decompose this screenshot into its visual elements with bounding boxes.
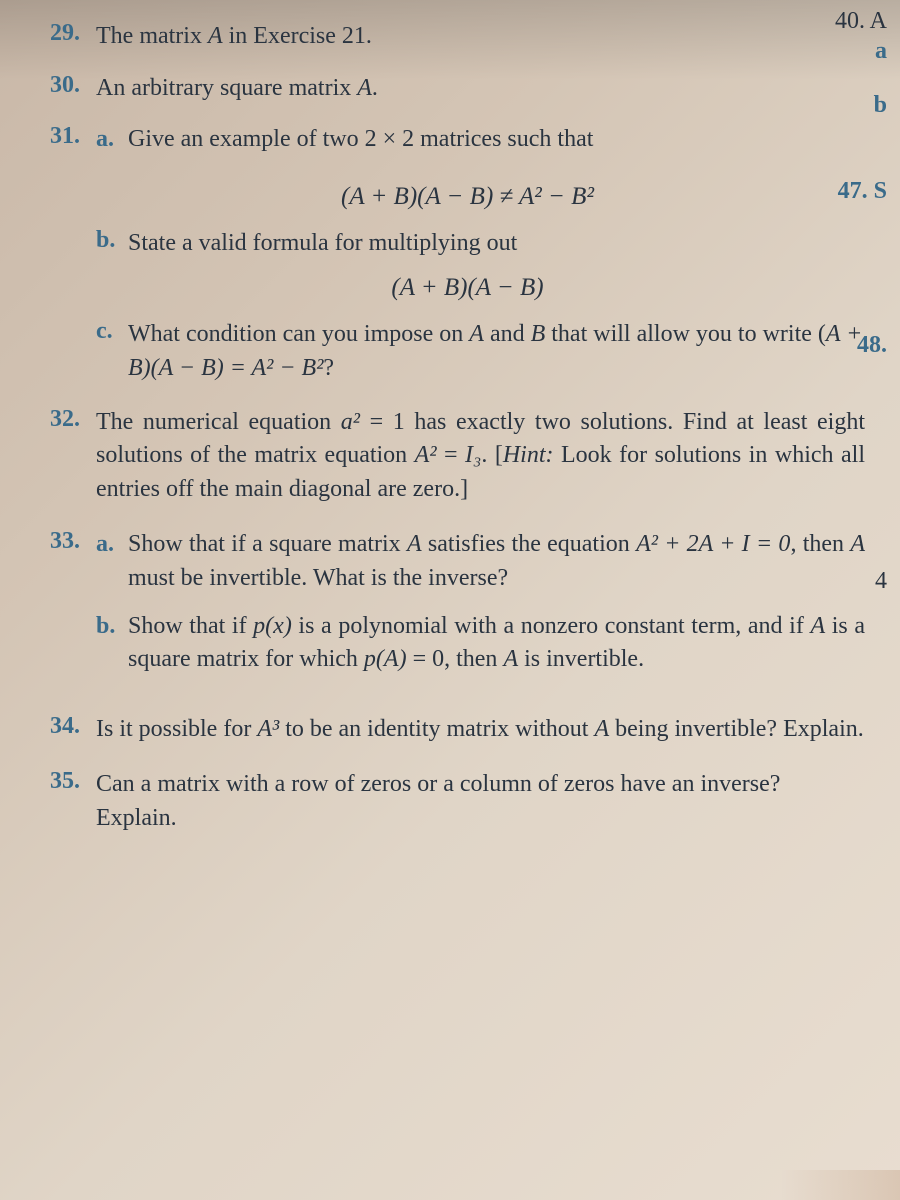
margin-40: 40. A xyxy=(835,8,887,35)
exercise-text: The matrix A in Exercise 21. xyxy=(96,20,885,54)
text: Show that if xyxy=(128,613,253,639)
text: Show that if a square matrix xyxy=(128,531,407,557)
text: to be an identity matrix without xyxy=(279,716,594,742)
page-content: 40. A a b 47. S 48. 4 29. The matrix A i… xyxy=(50,20,885,836)
text: What condition can you impose on xyxy=(128,321,469,347)
exercise-text: The numerical equation a² = 1 has exactl… xyxy=(96,406,885,507)
exercise-body: a. Show that if a square matrix A satisf… xyxy=(96,528,885,690)
matrix-A: A xyxy=(810,613,825,639)
text: . xyxy=(372,75,378,101)
exercise-29: 29. The matrix A in Exercise 21. xyxy=(50,20,885,54)
matrix-A: A xyxy=(208,23,223,49)
sub-label: b. xyxy=(96,227,128,254)
px: p(x) xyxy=(253,613,292,639)
margin-4: 4 xyxy=(875,568,887,595)
sub-label: b. xyxy=(96,610,128,644)
I3: I₃ xyxy=(465,442,481,468)
text: The numerical equation xyxy=(96,409,341,435)
matrix-A: A xyxy=(594,716,609,742)
margin-b: b xyxy=(874,92,887,119)
sub-a: a. Give an example of two 2 × 2 matrices… xyxy=(96,123,865,157)
sub-label: a. xyxy=(96,528,128,562)
text: . [ xyxy=(481,442,502,468)
text: in Exercise 21. xyxy=(223,23,372,49)
matrix-A: A xyxy=(503,646,518,672)
formula: A² + 2A + I = 0 xyxy=(636,531,790,557)
formula-31b: (A + B)(A − B) xyxy=(50,274,885,302)
text: is a polynomial with a nonzero constant … xyxy=(292,613,811,639)
exercise-31: 31. a. Give an example of two 2 × 2 matr… xyxy=(50,123,885,171)
exercise-30: 30. An arbitrary square matrix A. xyxy=(50,72,885,106)
exercise-number: 30. xyxy=(50,72,96,99)
matrix-B: B xyxy=(531,321,546,347)
matrix-A: A xyxy=(469,321,484,347)
text: being invertible? Explain. xyxy=(609,716,864,742)
exercise-text: Can a matrix with a row of zeros or a co… xyxy=(96,768,885,835)
sub-text: What condition can you impose on A and B… xyxy=(128,318,885,385)
sub-text: Show that if p(x) is a polynomial with a… xyxy=(128,610,865,677)
hint-label: Hint: xyxy=(503,442,554,468)
exercise-number: 33. xyxy=(50,528,96,555)
exercise-body: a. Give an example of two 2 × 2 matrices… xyxy=(96,123,885,171)
text: is invertible. xyxy=(518,646,644,672)
sub-a: a. Show that if a square matrix A satisf… xyxy=(96,528,865,595)
sub-c: c. What condition can you impose on A an… xyxy=(96,318,885,385)
matrix-A: A xyxy=(850,531,865,557)
exercise-32: 32. The numerical equation a² = 1 has ex… xyxy=(50,406,885,507)
text: Is it possible for xyxy=(96,716,257,742)
A-squared: A² xyxy=(415,442,437,468)
text: satisfies the equation xyxy=(422,531,636,557)
sub-b: b. State a valid formula for multiplying… xyxy=(96,227,885,261)
exercise-33: 33. a. Show that if a square matrix A sa… xyxy=(50,528,885,690)
sub-text: State a valid formula for multiplying ou… xyxy=(128,227,517,261)
A-cubed: A³ xyxy=(257,716,279,742)
exercise-text: Is it possible for A³ to be an identity … xyxy=(96,713,885,747)
text: An arbitrary square matrix xyxy=(96,75,357,101)
sub-b: b. Show that if p(x) is a polynomial wit… xyxy=(96,610,865,677)
text: = xyxy=(437,442,465,468)
text: ? xyxy=(323,355,334,381)
formula-31a: (A + B)(A − B) ≠ A² − B² xyxy=(50,183,885,211)
exercise-31-c: c. What condition can you impose on A an… xyxy=(96,318,885,385)
exercise-31-cont: b. State a valid formula for multiplying… xyxy=(96,227,885,261)
exercise-34: 34. Is it possible for A³ to be an ident… xyxy=(50,713,885,747)
text: that will allow you to write ( xyxy=(545,321,826,347)
exercise-number: 29. xyxy=(50,20,96,47)
margin-48: 48. xyxy=(857,332,887,359)
exercise-text: An arbitrary square matrix A. xyxy=(96,72,885,106)
a-squared: a² xyxy=(341,409,360,435)
sub-label: a. xyxy=(96,123,128,157)
sub-label: c. xyxy=(96,318,128,345)
text: and xyxy=(484,321,531,347)
sub-text: Show that if a square matrix A satisfies… xyxy=(128,528,865,595)
exercise-number: 31. xyxy=(50,123,96,150)
exercise-number: 34. xyxy=(50,713,96,740)
matrix-A: A xyxy=(407,531,422,557)
exercise-35: 35. Can a matrix with a row of zeros or … xyxy=(50,768,885,835)
text: must be invertible. What is the inverse? xyxy=(128,565,508,591)
text: The matrix xyxy=(96,23,208,49)
exercise-number: 32. xyxy=(50,406,96,433)
exercise-number: 35. xyxy=(50,768,96,795)
margin-a: a xyxy=(875,38,887,65)
sub-text: Give an example of two 2 × 2 matrices su… xyxy=(128,123,593,157)
text: = 0, then xyxy=(407,646,504,672)
matrix-A: A xyxy=(357,75,372,101)
margin-47: 47. S xyxy=(838,178,887,205)
text: , then xyxy=(790,531,850,557)
pA: p(A) xyxy=(364,646,407,672)
page-bottom-edge xyxy=(780,1170,900,1200)
